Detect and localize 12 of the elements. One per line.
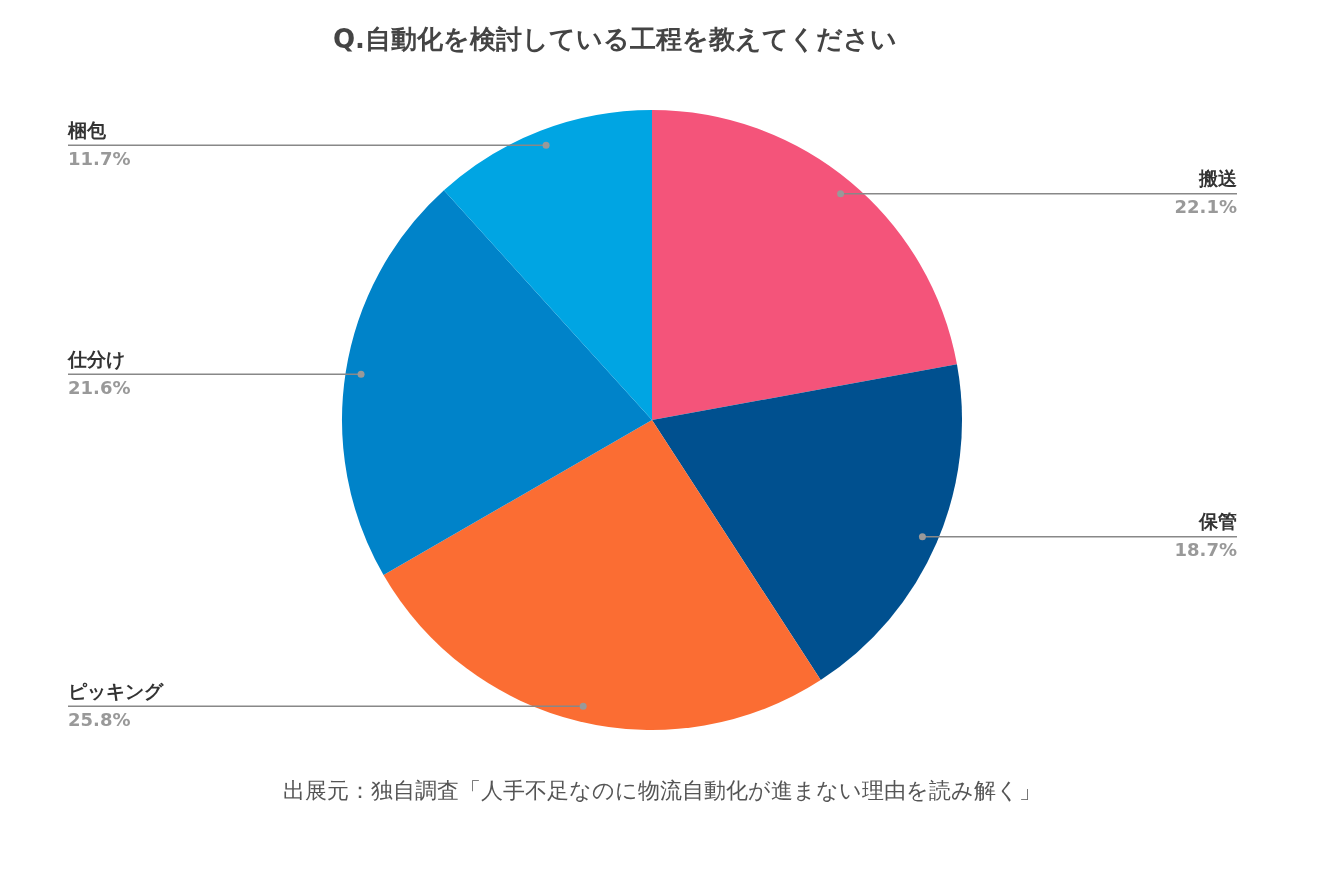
data-label: 18.7% xyxy=(1174,539,1237,561)
data-label: 11.7% xyxy=(68,147,131,169)
data-label: 25.8% xyxy=(68,709,131,731)
chart-title: Q.自動化を検討している工程を教えてください xyxy=(332,23,898,56)
slice-label: 仕分け xyxy=(67,347,125,370)
slice-label: 梱包 xyxy=(67,118,107,141)
data-label: 21.6% xyxy=(68,377,131,399)
slice-label: ピッキング xyxy=(68,679,164,702)
slice-label: 保管 xyxy=(1198,510,1237,533)
text: 出展元：独自調査「人手不足なのに物流自動化が進まない理由を読み解く」 xyxy=(282,777,1042,805)
data-label: 22.1% xyxy=(1174,196,1237,218)
slice-label: 搬送 xyxy=(1198,167,1237,190)
